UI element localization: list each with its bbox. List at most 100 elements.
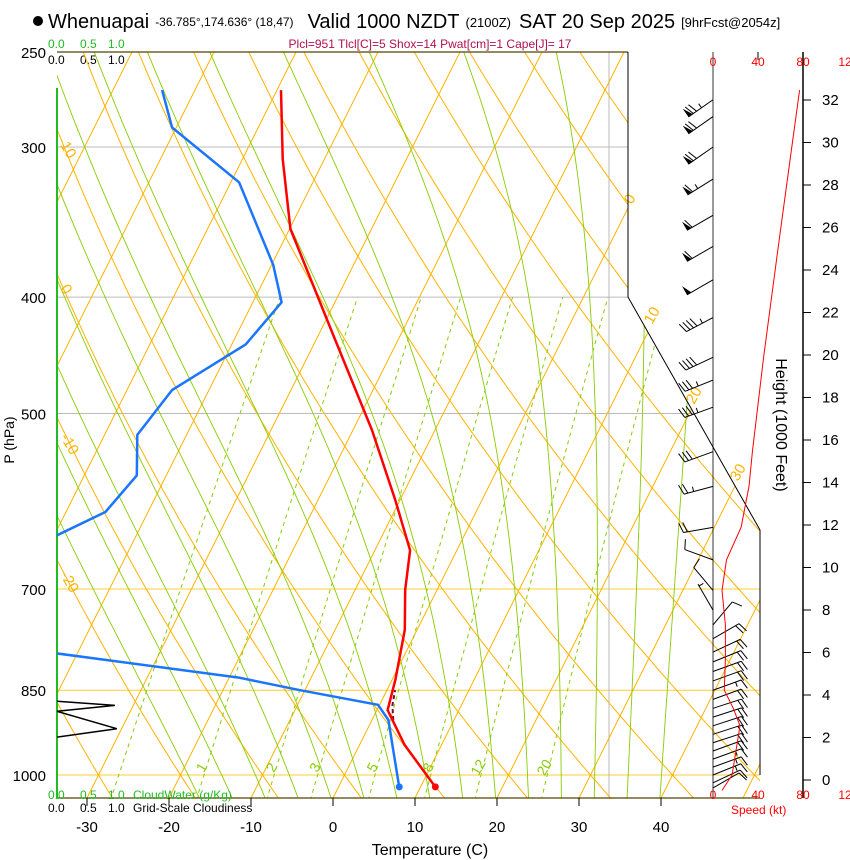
barb-staff xyxy=(712,756,742,768)
wind-barbs xyxy=(678,99,748,789)
dry-adiabat-line xyxy=(137,52,614,798)
isotherm-line xyxy=(660,52,760,798)
dry-adiabat-line xyxy=(57,52,281,798)
speed-tick-label-top: 12 xyxy=(838,55,850,69)
barb-pennant xyxy=(682,125,693,134)
mixing-ratio-label: 3 xyxy=(306,760,324,775)
barb-feather xyxy=(739,639,748,648)
height-tick-label: 6 xyxy=(822,645,830,662)
temperature-tick-label: -10 xyxy=(240,819,262,836)
barb-feather xyxy=(737,690,745,700)
moist-adiabat-line xyxy=(93,52,398,798)
cloudiness-tick-top: 1.0 xyxy=(108,53,125,67)
height-tick-label: 28 xyxy=(822,177,839,194)
barb-feather xyxy=(682,522,688,533)
height-tick-label: 20 xyxy=(822,347,839,364)
pressure-tick-label: 500 xyxy=(21,406,46,423)
mixing-ratio-label: 5 xyxy=(363,760,381,775)
isotherm-line xyxy=(250,52,625,798)
barb-feather xyxy=(740,756,748,766)
wind-barb xyxy=(712,660,748,672)
wind-barb xyxy=(682,146,714,165)
barb-staff xyxy=(684,406,714,418)
isotherm-line xyxy=(57,52,379,798)
barb-feather xyxy=(740,740,748,750)
isotherm-label: 10 xyxy=(641,304,664,327)
dry-adiabat-line xyxy=(524,52,760,798)
speed-tick-label-bottom: 80 xyxy=(796,788,810,802)
barb-feather xyxy=(684,184,693,193)
barb-feather xyxy=(740,679,748,689)
dry-adiabat-line xyxy=(468,52,760,798)
temperature-tick-label: 40 xyxy=(653,819,670,836)
wind-barb xyxy=(712,707,748,718)
cloudwater-tick-bottom: 0.5 xyxy=(80,788,97,802)
isotherm-line xyxy=(57,52,133,798)
dry-adiabat-label: -20 xyxy=(57,569,83,596)
sounding-stats: Plcl=951 Tlcl[C]=5 Shox=14 Pwat[cm]=1 Ca… xyxy=(289,37,572,51)
dry-adiabat-line xyxy=(579,52,760,798)
moist-adiabat-line xyxy=(659,52,705,798)
speed-tick-label-top: 80 xyxy=(796,55,810,69)
barb-feather xyxy=(737,717,745,727)
cloudiness-label: Grid-Scale Cloudiness xyxy=(133,801,252,815)
barb-feather xyxy=(684,153,694,162)
temperature-tick-label: 20 xyxy=(489,819,506,836)
barb-pennant xyxy=(682,221,692,231)
barb-staff xyxy=(712,650,742,663)
barb-staff xyxy=(712,688,742,700)
x-axis-title: Temperature (C) xyxy=(372,842,488,859)
barb-pennant xyxy=(682,252,692,262)
cloudiness-tick-top: 0.5 xyxy=(80,53,97,67)
height-tick-label: 22 xyxy=(822,305,839,322)
barb-feather xyxy=(737,726,745,736)
barb-feather xyxy=(689,318,698,327)
barb-staff xyxy=(685,356,714,371)
wind-barb xyxy=(678,483,714,495)
moist-adiabat-line xyxy=(57,52,234,798)
wind-barb xyxy=(712,623,747,640)
frame-right xyxy=(627,52,761,775)
cloudwater-tick-bottom: 0.0 xyxy=(48,788,65,802)
barb-feather xyxy=(740,748,748,758)
speed-axis-label: Speed (kt) xyxy=(731,803,786,817)
barb-staff xyxy=(712,679,742,691)
utc-time: (2100Z) xyxy=(465,15,511,30)
dry-adiabat-line xyxy=(57,52,198,798)
surface-dewpoint-marker xyxy=(395,783,403,791)
cloudwater-tick-top: 0.5 xyxy=(80,37,97,51)
cloudwater-tick-bottom: 1.0 xyxy=(108,788,125,802)
dry-adiabat-line xyxy=(303,52,760,798)
barb-feather xyxy=(682,321,691,331)
speed-tick-label-bottom: 40 xyxy=(751,788,765,802)
moist-adiabat-line xyxy=(57,52,267,798)
mixing-ratio-line xyxy=(540,296,668,798)
wind-barb xyxy=(712,763,748,776)
mixing-ratio-label: 20 xyxy=(533,756,555,778)
temperature-tick-label: 10 xyxy=(407,819,424,836)
cloudiness-tick-bottom: 0.0 xyxy=(48,801,65,815)
barb-half-feather xyxy=(695,381,699,387)
wind-barb xyxy=(682,246,714,262)
cloudiness-tick-top: 0.0 xyxy=(48,53,65,67)
moist-adiabat-line xyxy=(555,52,598,798)
barb-half-feather xyxy=(698,103,702,109)
height-tick-label: 14 xyxy=(822,475,839,492)
wind-barb xyxy=(684,539,714,561)
forecast-date: SAT 20 Sep 2025 xyxy=(519,11,675,33)
barb-feather xyxy=(685,320,694,329)
barb-feather xyxy=(678,382,686,392)
station-coords: -36.785°,174.636° (18,47) xyxy=(155,15,293,29)
barb-staff xyxy=(683,485,714,495)
dry-adiabat-line xyxy=(82,52,530,798)
barb-feather xyxy=(678,453,686,463)
height-tick-label: 32 xyxy=(822,92,839,109)
isotherm-label: 0 xyxy=(621,191,640,207)
barb-feather xyxy=(737,700,745,710)
barb-staff xyxy=(712,740,742,752)
barb-feather xyxy=(741,707,748,717)
barb-staff xyxy=(712,769,741,784)
barb-staff xyxy=(712,707,742,718)
barb-half-feather xyxy=(691,486,695,492)
